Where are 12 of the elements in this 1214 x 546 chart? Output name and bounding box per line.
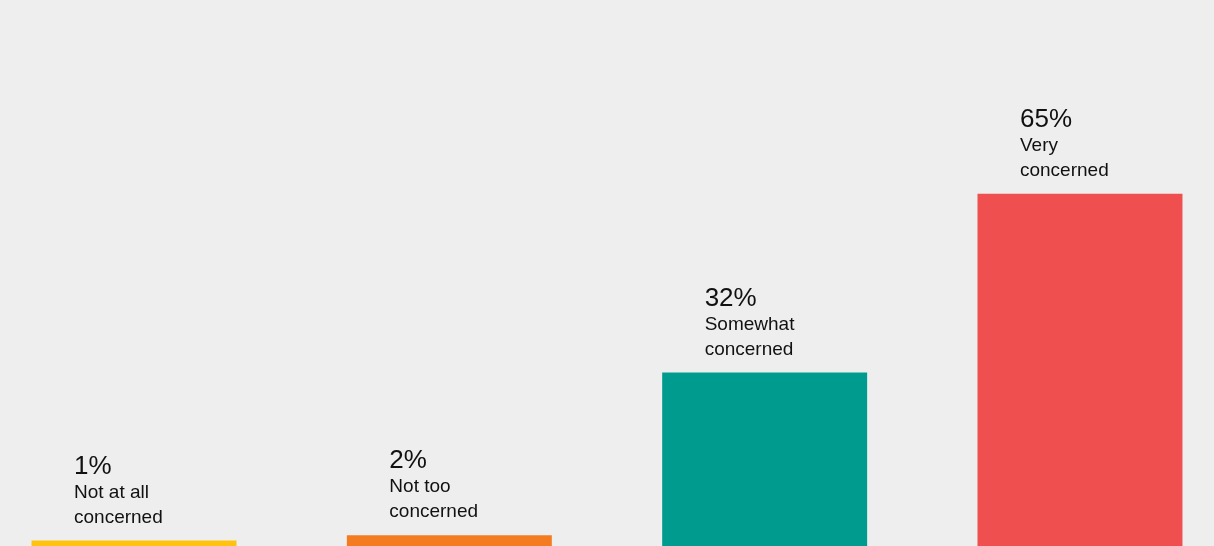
bar: [346, 535, 552, 546]
bar: [31, 540, 237, 546]
data-label: 65%: [1019, 102, 1073, 133]
data-label: 2%: [389, 444, 427, 475]
data-label: 1%: [74, 449, 112, 480]
x-tick-label: Not too concerned: [389, 475, 479, 522]
data-label: 32%: [704, 281, 757, 312]
x-tick-label: Not at all concerned: [74, 480, 163, 527]
x-tick-label: Very concerned: [1019, 133, 1109, 180]
bar: [662, 372, 868, 546]
bar: [977, 193, 1183, 546]
x-tick-label: Somewhat concerned: [704, 312, 796, 359]
